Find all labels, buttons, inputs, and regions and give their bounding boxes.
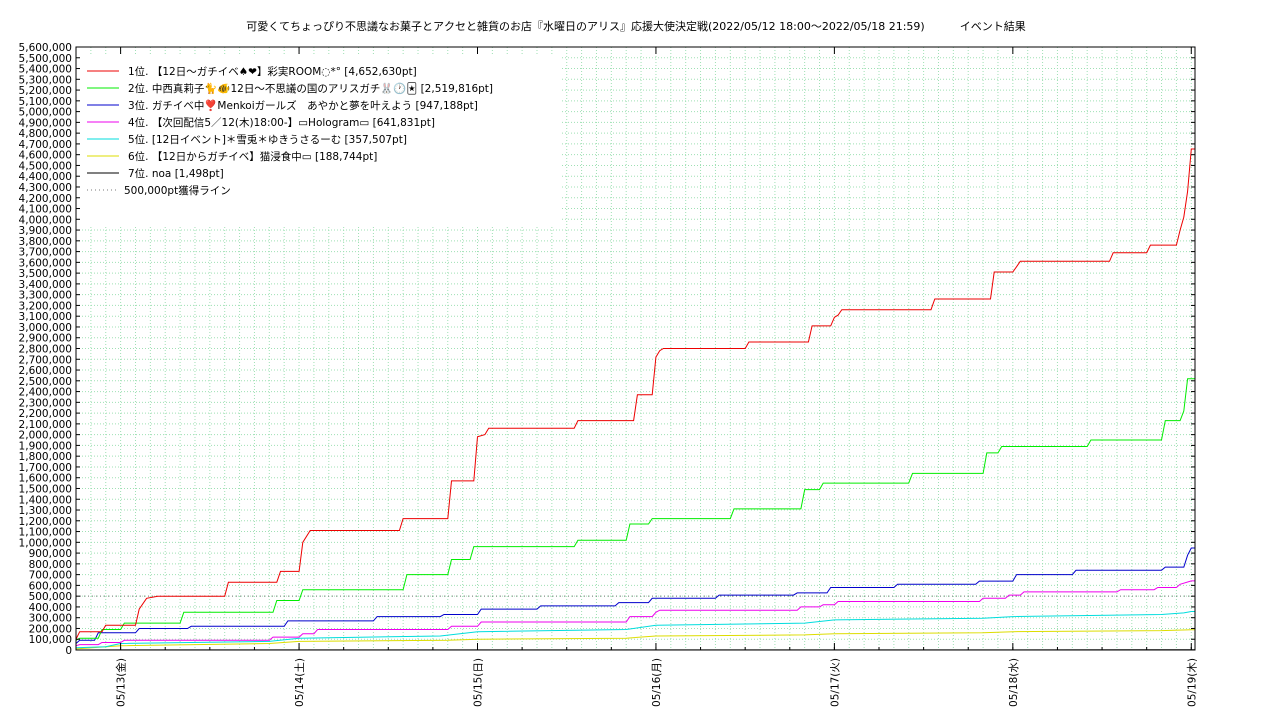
x-tick-label: 05/18(水)	[1008, 658, 1020, 707]
y-tick-label: 3,700,000	[19, 247, 72, 259]
y-tick-label: 500,000	[29, 591, 72, 603]
y-tick-label: 1,000,000	[19, 537, 72, 549]
y-tick-label: 4,100,000	[19, 204, 72, 216]
y-tick-label: 1,500,000	[19, 483, 72, 495]
y-tick-label: 3,300,000	[19, 290, 72, 302]
y-tick-label: 2,000,000	[19, 430, 72, 442]
y-tick-label: 700,000	[29, 570, 72, 582]
y-tick-label: 3,900,000	[19, 225, 72, 237]
series-line-1	[75, 148, 1195, 640]
x-tick-label: 05/15(日)	[473, 658, 485, 707]
y-tick-label: 800,000	[29, 559, 72, 571]
x-axis-ticks: 05/13(金) 05/14(土) 05/15(日) 05/16(月) 05/17(火)…	[75, 47, 1198, 707]
y-tick-label: 3,800,000	[19, 236, 72, 248]
legend-entry-2: 2位. 中西真莉子🐈🐠12日～不思議の国のアリスガチ🐰🕐🃏 [2,519,816…	[128, 82, 493, 95]
legend-entry-threshold: 500,000pt獲得ライン	[124, 184, 231, 197]
y-tick-label: 3,400,000	[19, 279, 72, 291]
y-tick-label: 3,100,000	[19, 311, 72, 323]
y-tick-label: 0	[65, 645, 72, 657]
y-tick-label: 600,000	[29, 580, 72, 592]
y-tick-label: 3,600,000	[19, 257, 72, 269]
y-tick-label: 900,000	[29, 548, 72, 560]
y-tick-label: 300,000	[29, 613, 72, 625]
y-tick-label: 4,400,000	[19, 171, 72, 183]
y-tick-label: 2,200,000	[19, 408, 72, 420]
y-tick-label: 400,000	[29, 602, 72, 614]
series-line-5	[75, 611, 1195, 649]
y-tick-label: 1,400,000	[19, 494, 72, 506]
y-tick-label: 2,500,000	[19, 376, 72, 388]
y-tick-label: 1,900,000	[19, 440, 72, 452]
y-tick-label: 2,900,000	[19, 333, 72, 345]
y-tick-label: 1,200,000	[19, 516, 72, 528]
x-tick-label: 05/17(火)	[829, 658, 841, 707]
y-tick-label: 1,300,000	[19, 505, 72, 517]
series-line-6	[75, 629, 1195, 650]
y-tick-label: 3,200,000	[19, 300, 72, 312]
y-tick-label: 4,600,000	[19, 150, 72, 162]
legend-background	[77, 55, 561, 225]
chart-title-text: 可愛くてちょっぴり不思議なお菓子とアクセと雑貨のお店『水曜日のアリス』応援大使決…	[246, 20, 925, 33]
series-line-2	[75, 378, 1195, 641]
y-tick-label: 1,100,000	[19, 527, 72, 539]
legend-entry-4: 4位. 【次回配信5／12(木)18:00-】▭Hologram▭ [641,8…	[128, 116, 435, 129]
y-tick-label: 4,300,000	[19, 182, 72, 194]
series-line-4	[75, 580, 1195, 647]
y-tick-label: 5,000,000	[19, 107, 72, 119]
legend-entry-6: 6位. 【12日からガチイベ】猫浸食中▭ [188,744pt]	[128, 150, 377, 163]
y-tick-label: 200,000	[29, 623, 72, 635]
y-tick-label: 2,800,000	[19, 344, 72, 356]
legend-entry-1: 1位. 【12日～ガチイベ♠❤】彩実ROOM◌*° [4,652,630pt]	[128, 65, 417, 78]
y-tick-label: 4,900,000	[19, 117, 72, 129]
x-tick-label: 05/14(土)	[293, 658, 306, 707]
y-tick-label: 100,000	[29, 634, 72, 646]
y-tick-label: 3,500,000	[19, 268, 72, 280]
y-tick-label: 5,100,000	[19, 96, 72, 108]
y-tick-label: 4,700,000	[19, 139, 72, 151]
y-tick-label: 5,500,000	[19, 53, 72, 65]
y-tick-label: 5,600,000	[19, 42, 72, 54]
legend-entry-3: 3位. ガチイベ中❣️Menkoiガールズ あやかと夢を叶えよう [947,18…	[128, 99, 478, 112]
legend-entry-7: 7位. noa [1,498pt]	[128, 167, 224, 180]
y-tick-label: 4,500,000	[19, 160, 72, 172]
legend-entry-5: 5位. [12日イベント]＊雪兎＊ゆきうさるーむ [357,507pt]	[128, 133, 407, 146]
y-tick-label: 4,200,000	[19, 193, 72, 205]
y-tick-label: 2,300,000	[19, 397, 72, 409]
y-tick-label: 1,600,000	[19, 473, 72, 485]
chart-subtitle: イベント結果	[959, 20, 1026, 33]
y-tick-label: 2,100,000	[19, 419, 72, 431]
y-tick-label: 5,300,000	[19, 74, 72, 86]
y-tick-label: 2,400,000	[19, 387, 72, 399]
x-tick-label: 05/19(木)	[1186, 658, 1198, 707]
series-line-3	[75, 547, 1195, 644]
y-tick-label: 5,200,000	[19, 85, 72, 97]
y-tick-label: 1,800,000	[19, 451, 72, 463]
x-tick-label: 05/13(金)	[115, 658, 128, 707]
y-tick-label: 5,400,000	[19, 64, 72, 76]
y-tick-label: 2,600,000	[19, 365, 72, 377]
y-tick-label: 1,700,000	[19, 462, 72, 474]
legend: 1位. 【12日～ガチイベ♠❤】彩実ROOM◌*° [4,652,630pt] 2…	[87, 65, 493, 197]
x-tick-label: 05/16(月)	[651, 658, 663, 707]
y-tick-label: 4,000,000	[19, 214, 72, 226]
chart-title: 可愛くてちょっぴり不思議なお菓子とアクセと雑貨のお店『水曜日のアリス』応援大使決…	[0, 18, 1272, 34]
y-tick-label: 3,000,000	[19, 322, 72, 334]
y-axis-ticks: 0100,000200,000300,000400,000500,000600,…	[19, 42, 1195, 657]
y-tick-label: 4,800,000	[19, 128, 72, 140]
y-tick-label: 2,700,000	[19, 354, 72, 366]
